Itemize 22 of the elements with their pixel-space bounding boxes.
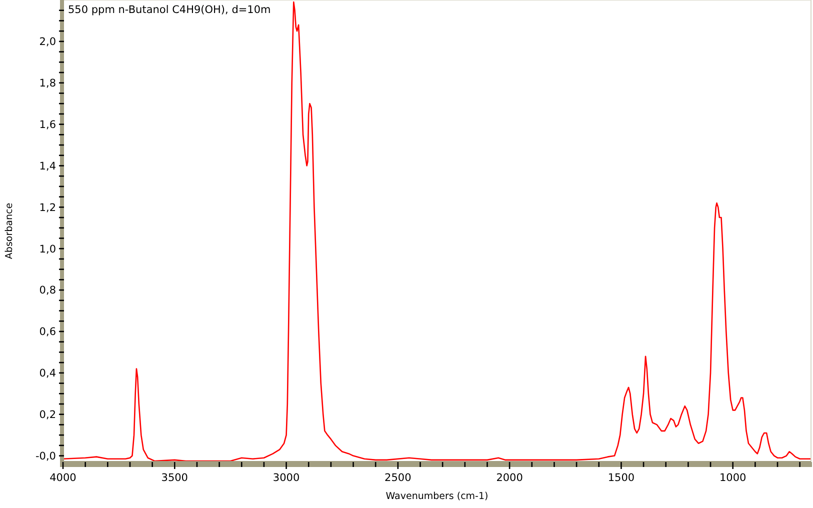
y-tick-label: 1,2 [39, 202, 56, 214]
y-tick-label: 0,2 [39, 409, 56, 422]
x-tick-label: 1000 [719, 472, 746, 484]
x-tick-label: 3000 [272, 472, 300, 484]
x-axis-title: Wavenumbers (cm-1) [386, 491, 488, 502]
x-tick-label: 3500 [161, 472, 188, 484]
y-tick-label: -0,0 [36, 450, 56, 462]
x-tick-label: 2000 [496, 472, 523, 484]
y-tick-label: 0,6 [39, 326, 56, 338]
y-tick-label: 1,4 [39, 160, 56, 172]
line-series [63, 1, 811, 462]
x-tick-label: 2500 [384, 472, 412, 484]
y-tick-label: 1,6 [39, 118, 56, 131]
y-tick-label: 0,4 [39, 368, 56, 380]
chart-title: 550 ppm n-Butanol C4H9(OH), d=10m [68, 4, 271, 16]
y-tick-label: 0,8 [39, 284, 56, 297]
y-axis-title: Absorbance [4, 202, 15, 260]
y-tick-label: 1,0 [39, 243, 56, 256]
x-tick-label: 1500 [608, 472, 635, 484]
y-tick-label: 1,8 [39, 78, 56, 90]
x-tick-label: 4000 [50, 472, 76, 484]
y-tick-label: 2,0 [39, 36, 56, 48]
